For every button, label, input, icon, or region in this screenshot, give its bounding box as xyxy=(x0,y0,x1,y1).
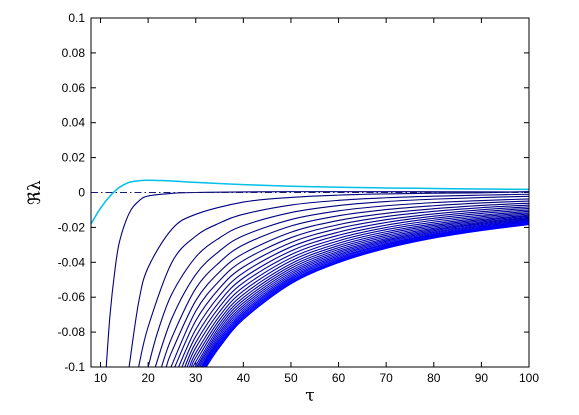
y-tick-label: -0.04 xyxy=(58,255,86,269)
y-tick-label: 0.04 xyxy=(62,116,86,130)
series-line-12 xyxy=(181,209,529,367)
x-tick-label: 10 xyxy=(94,371,108,385)
y-axis-label: ℜλ xyxy=(25,180,45,205)
x-tick-label: 60 xyxy=(332,371,346,385)
plot-area xyxy=(91,179,529,367)
series-line-9 xyxy=(170,204,529,367)
y-tick-label: 0.1 xyxy=(68,11,85,25)
x-tick-label: 80 xyxy=(427,371,441,385)
series-line-26 xyxy=(204,223,529,367)
y-tick-label: 0.02 xyxy=(62,151,86,165)
series-line-27 xyxy=(205,223,529,367)
series-line-22 xyxy=(200,220,529,367)
x-tick-label: 30 xyxy=(189,371,203,385)
x-tick-label: 20 xyxy=(141,371,155,385)
series-line-2 xyxy=(105,191,529,367)
y-tick-label: -0.02 xyxy=(58,220,86,234)
series-line-5 xyxy=(147,195,529,367)
y-tick-label: -0.1 xyxy=(64,360,85,374)
series-line-20 xyxy=(197,218,529,367)
series-line-14 xyxy=(186,212,529,367)
series-line-8 xyxy=(165,202,529,367)
series-line-28 xyxy=(205,224,529,367)
x-tick-label: 50 xyxy=(284,371,298,385)
x-tick-label: 90 xyxy=(475,371,489,385)
series-line-17 xyxy=(192,215,529,367)
x-tick-label: 100 xyxy=(519,371,539,385)
series-line-3 xyxy=(128,191,529,367)
series-line-15 xyxy=(189,213,529,367)
series-line-19 xyxy=(196,217,529,367)
x-tick-label: 40 xyxy=(237,371,251,385)
y-tick-label: 0.06 xyxy=(62,81,86,95)
series-line-1 xyxy=(91,179,529,225)
series-line-13 xyxy=(184,210,529,367)
y-tick-label: 0 xyxy=(78,186,85,200)
series-line-16 xyxy=(190,214,529,367)
series-line-7 xyxy=(160,200,529,367)
series-line-4 xyxy=(138,193,529,367)
tick-group: 10 20 30 40 50 60 70 80 90 100 -0.1 -0.08 -0.06 -0.04… xyxy=(58,11,540,385)
series-lines xyxy=(91,179,529,367)
y-tick-label: 0.08 xyxy=(62,46,86,60)
x-axis-label: τ xyxy=(305,386,314,406)
x-tick-label: 70 xyxy=(379,371,393,385)
series-line-18 xyxy=(194,216,529,367)
series-line-6 xyxy=(154,198,529,367)
series-line-10 xyxy=(174,206,529,367)
y-tick-label: -0.08 xyxy=(58,325,86,339)
plot-frame xyxy=(90,17,530,368)
series-line-23 xyxy=(201,220,529,367)
series-line-11 xyxy=(178,207,529,367)
series-line-25 xyxy=(203,222,529,367)
series-line-21 xyxy=(199,219,529,367)
series-line-24 xyxy=(202,221,529,367)
y-tick-label: -0.06 xyxy=(58,290,86,304)
